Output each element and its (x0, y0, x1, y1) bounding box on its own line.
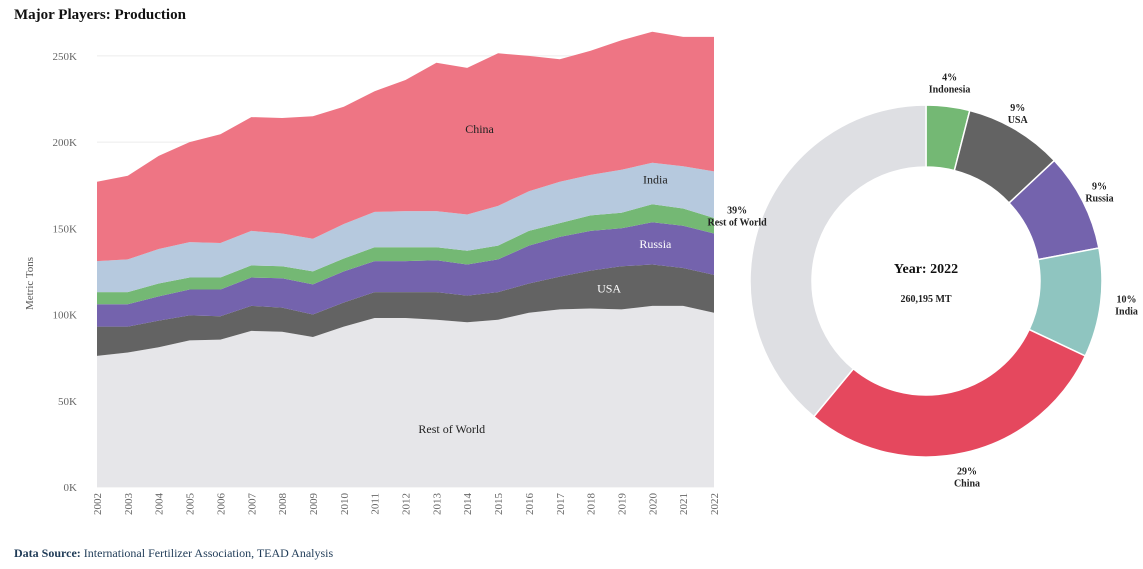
x-tick-label: 2016 (524, 493, 536, 516)
area-label-russia: Russia (639, 237, 672, 251)
donut-label-rest-of-world: 39%Rest of World (707, 205, 767, 228)
stacked-area-chart: 0K 50K 100K 150K 200K 250K Metric Tons Rest of … (24, 31, 721, 516)
x-tick-label: 2021 (678, 493, 690, 515)
donut-label-percent: 29% (957, 466, 977, 477)
donut-label-indonesia: 4%Indonesia (929, 72, 971, 95)
data-source-text: International Fertilizer Association, TE… (83, 546, 334, 560)
area-russia (97, 222, 714, 327)
donut-label-percent: 4% (942, 72, 957, 83)
y-tick-label: 200K (53, 137, 78, 149)
x-tick-label: 2003 (123, 493, 135, 516)
donut-label-percent: 10% (1117, 295, 1137, 306)
x-tick-label: 2006 (215, 493, 227, 516)
x-tick-label: 2012 (401, 493, 413, 515)
y-tick-label: 0K (64, 482, 78, 494)
y-tick-label: 100K (53, 310, 78, 322)
donut-label-percent: 39% (727, 205, 747, 216)
donut-label-usa: 9%USA (1008, 103, 1029, 126)
x-tick-label: 2018 (586, 493, 598, 516)
x-tick-label: 2011 (370, 493, 382, 515)
x-tick-label: 2004 (154, 493, 166, 516)
donut-label-percent: 9% (1092, 182, 1107, 193)
x-tick-label: 2007 (246, 493, 258, 516)
donut-label-name: Indonesia (929, 84, 971, 95)
donut-label-name: India (1115, 307, 1138, 318)
y-tick-label: 50K (58, 396, 77, 408)
donut-label-china: 29%China (954, 466, 980, 489)
x-tick-label: 2002 (92, 493, 104, 515)
x-tick-label: 2014 (462, 493, 474, 516)
area-india (97, 162, 714, 293)
y-axis-title: Metric Tons (24, 257, 36, 310)
donut-slice-rest-of-world (749, 104, 927, 418)
area-label-china: China (465, 122, 494, 136)
x-tick-label: 2008 (277, 493, 289, 516)
donut-chart: 4%Indonesia9%USA9%Russia10%India29%China… (707, 72, 1138, 489)
area-label-usa: USA (597, 282, 621, 296)
page-title: Major Players: Production (14, 7, 186, 23)
donut-center-year: Year: 2022 (894, 262, 958, 277)
data-source-label: Data Source: (14, 546, 81, 560)
donut-label-india: 10%India (1115, 295, 1138, 318)
area-label-rest-of-world: Rest of World (418, 422, 485, 436)
donut-label-name: China (954, 478, 980, 489)
y-tick-label: 150K (53, 223, 78, 235)
area-label-india: India (643, 173, 668, 187)
x-tick-label: 2022 (709, 493, 721, 515)
x-tick-label: 2015 (493, 493, 505, 516)
x-tick-label: 2017 (555, 493, 567, 516)
donut-label-name: Russia (1085, 194, 1113, 205)
x-tick-label: 2019 (616, 493, 628, 516)
donut-label-name: Rest of World (707, 217, 767, 228)
x-tick-label: 2020 (647, 493, 659, 516)
data-source-footer: Data Source: International Fertilizer As… (14, 546, 333, 561)
area-usa (97, 264, 714, 356)
x-tick-label: 2009 (308, 493, 320, 516)
y-tick-label: 250K (53, 51, 78, 63)
donut-label-russia: 9%Russia (1085, 182, 1113, 205)
donut-label-percent: 9% (1010, 103, 1025, 114)
donut-label-name: USA (1008, 115, 1029, 126)
area-indonesia (97, 204, 714, 305)
x-tick-label: 2005 (185, 493, 197, 516)
x-tick-label: 2010 (339, 493, 351, 516)
donut-slice-china (812, 328, 1087, 458)
area-china (97, 31, 714, 262)
x-tick-label: 2013 (431, 493, 443, 516)
donut-center-total: 260,195 MT (900, 294, 951, 305)
area-rest-of-world (97, 305, 714, 487)
